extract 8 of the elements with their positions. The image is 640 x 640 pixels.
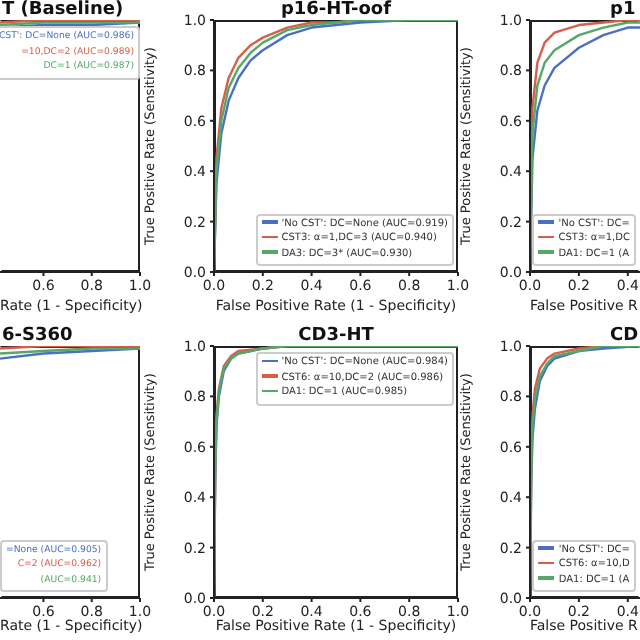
- chart-title: 6-S360: [2, 326, 73, 346]
- line-series: [214, 20, 458, 272]
- chart-title: T (Baseline): [2, 0, 124, 20]
- line-series: [530, 346, 640, 598]
- chart-title: CD: [610, 326, 639, 346]
- chart-title: p16-HT-oof: [280, 0, 392, 20]
- chart-title: p1: [610, 0, 636, 20]
- chart-title: CD3-HT: [298, 326, 376, 346]
